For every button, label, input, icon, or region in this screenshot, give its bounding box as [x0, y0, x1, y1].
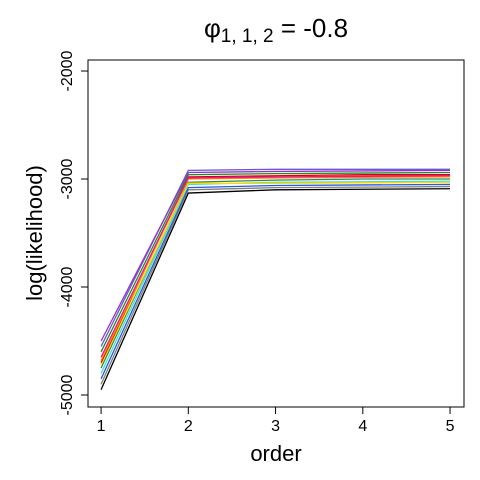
y-axis-label: log(likelihood) — [22, 165, 47, 301]
series-line — [100, 176, 451, 361]
series-line — [100, 185, 451, 385]
chart-title: φ1, 1, 2 = -0.8 — [204, 13, 348, 47]
x-axis-label: order — [250, 441, 301, 466]
series-line — [100, 178, 451, 369]
y-tick-label: -4000 — [59, 266, 76, 307]
x-tick-label: 2 — [184, 418, 193, 435]
x-tick-label: 1 — [97, 418, 106, 435]
x-tick-label: 4 — [358, 418, 367, 435]
y-tick-label: -5000 — [59, 374, 76, 415]
title-rest: = -0.8 — [274, 13, 348, 43]
x-tick-label: 5 — [446, 418, 455, 435]
title-subscript: 1, 1, 2 — [221, 26, 274, 47]
series-line — [100, 169, 451, 342]
series-line — [100, 175, 451, 358]
y-tick-label: -3000 — [59, 158, 76, 199]
series-line — [100, 188, 451, 390]
series-line — [100, 171, 451, 353]
x-tick-label: 3 — [271, 418, 280, 435]
series-line — [100, 181, 451, 366]
plot-frame — [87, 59, 465, 408]
title-symbol: φ — [204, 13, 221, 43]
y-tick-label: -2000 — [59, 50, 76, 91]
series-line — [100, 180, 451, 374]
series-line — [100, 183, 451, 380]
